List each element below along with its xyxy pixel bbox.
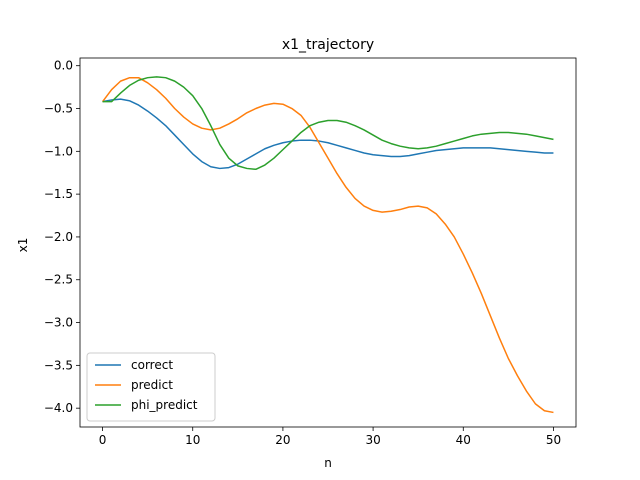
x-tick-label: 30 xyxy=(365,433,380,447)
y-tick-label: 0.0 xyxy=(54,59,73,73)
chart-title: x1_trajectory xyxy=(282,37,374,53)
y-axis: 0.0 −0.5 −1.0 −1.5 −2.0 −2.5 −3.0 −3.5 −4.0 xyxy=(44,59,80,415)
legend: correct predict phi_predict xyxy=(86,352,216,422)
x-tick-label: 50 xyxy=(546,433,561,447)
axes-frame xyxy=(79,57,577,428)
x-tick-label: 10 xyxy=(185,433,200,447)
y-axis-label: x1 xyxy=(16,238,30,253)
legend-label: predict xyxy=(131,378,173,392)
y-tick-label: −0.5 xyxy=(44,102,73,116)
legend-label: phi_predict xyxy=(131,398,198,412)
legend-label: correct xyxy=(131,358,173,372)
x-tick-label: 40 xyxy=(456,433,471,447)
x-axis-label: n xyxy=(324,456,332,470)
series-line-phi-predict xyxy=(102,76,554,171)
legend-box xyxy=(86,352,216,422)
y-tick-label: −2.5 xyxy=(44,273,73,287)
y-tick-label: −1.5 xyxy=(44,187,73,201)
series-layer xyxy=(101,76,554,414)
series-line-correct xyxy=(102,98,554,170)
y-tick-label: −4.0 xyxy=(44,401,73,415)
x-tick-label: 0 xyxy=(99,433,107,447)
y-tick-label: −1.0 xyxy=(44,144,73,158)
y-tick-label: −3.0 xyxy=(44,316,73,330)
y-tick-label: −2.0 xyxy=(44,230,73,244)
y-tick-label: −3.5 xyxy=(44,358,73,372)
series-line-predict xyxy=(101,76,554,414)
x-tick-label: 20 xyxy=(275,433,290,447)
x-axis: 0 10 20 30 40 50 xyxy=(99,427,561,447)
